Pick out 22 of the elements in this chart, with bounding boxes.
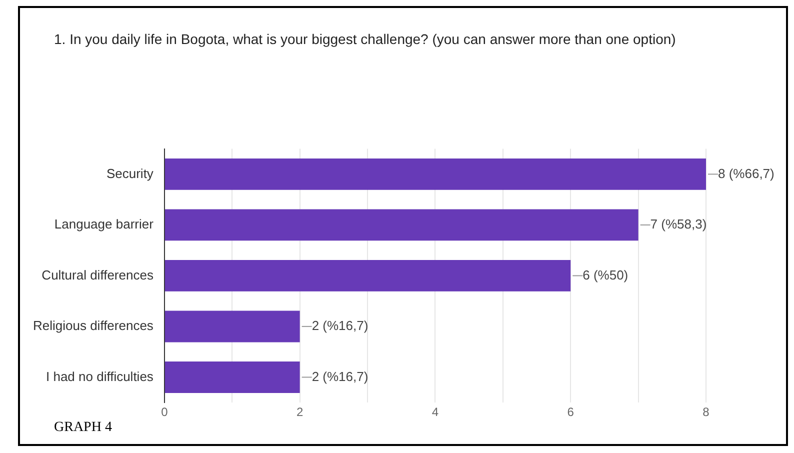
caption: GRAPH 4 — [54, 420, 112, 436]
x-tick-label: 2 — [296, 405, 304, 420]
x-tick-label: 0 — [161, 405, 168, 420]
data-label: 8 (%66,7) — [718, 166, 774, 181]
x-tick-label: 4 — [432, 405, 439, 420]
bar — [164, 361, 300, 393]
data-label: 2 (%16,7) — [312, 318, 368, 334]
data-label: 2 (%16,7) — [312, 368, 368, 384]
chart-title: 1. In you daily life in Bogota, what is your biggest challenge? (you can answer more than one option) — [54, 30, 677, 49]
y-tick-label: Security — [106, 166, 154, 181]
y-tick-label: Language barrier — [54, 216, 154, 232]
data-label: 6 (%50) — [582, 267, 628, 282]
x-tick-label: 8 — [702, 405, 710, 420]
bar — [164, 310, 300, 342]
y-tick-label: Cultural differences — [42, 267, 154, 282]
bar — [164, 158, 706, 190]
data-label: 7 (%58,3) — [650, 216, 707, 232]
bar — [164, 260, 571, 292]
x-tick-label: 6 — [567, 405, 574, 420]
bar — [164, 209, 638, 241]
y-tick-label: I had no difficulties — [46, 368, 154, 384]
y-tick-label: Religious differences — [32, 318, 154, 334]
